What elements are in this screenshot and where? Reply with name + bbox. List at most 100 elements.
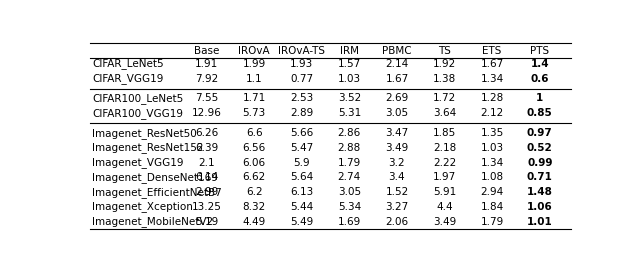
Text: PTS: PTS [530, 45, 549, 55]
Text: TS: TS [438, 45, 451, 55]
Text: 1.48: 1.48 [527, 187, 553, 197]
Text: 3.05: 3.05 [338, 187, 361, 197]
Text: 1.01: 1.01 [527, 217, 553, 227]
Text: Imagenet_DenseNet169: Imagenet_DenseNet169 [92, 172, 218, 183]
Text: 5.44: 5.44 [290, 202, 314, 212]
Text: 5.34: 5.34 [338, 202, 361, 212]
Text: CIFAR100_LeNet5: CIFAR100_LeNet5 [92, 93, 184, 104]
Text: 2.1: 2.1 [198, 158, 215, 168]
Text: 13.25: 13.25 [191, 202, 221, 212]
Text: 3.49: 3.49 [385, 143, 408, 153]
Text: 1.03: 1.03 [481, 143, 504, 153]
Text: CIFAR100_VGG19: CIFAR100_VGG19 [92, 108, 184, 119]
Text: Imagenet_ResNet50: Imagenet_ResNet50 [92, 128, 197, 139]
Text: 1.08: 1.08 [481, 173, 504, 183]
Text: 3.52: 3.52 [338, 93, 361, 103]
Text: 1.1: 1.1 [246, 74, 262, 84]
Text: 1.97: 1.97 [433, 173, 456, 183]
Text: 1.67: 1.67 [385, 74, 408, 84]
Text: 6.13: 6.13 [290, 187, 314, 197]
Text: IROvA: IROvA [238, 45, 270, 55]
Text: 2.53: 2.53 [290, 93, 314, 103]
Text: 1.71: 1.71 [243, 93, 266, 103]
Text: 2.69: 2.69 [385, 93, 408, 103]
Text: 7.92: 7.92 [195, 74, 218, 84]
Text: 6.06: 6.06 [243, 158, 266, 168]
Text: 1.69: 1.69 [338, 217, 361, 227]
Text: 0.71: 0.71 [527, 173, 553, 183]
Text: 1.99: 1.99 [243, 59, 266, 69]
Text: 1: 1 [536, 93, 543, 103]
Text: 0.97: 0.97 [527, 128, 553, 138]
Text: 2.74: 2.74 [338, 173, 361, 183]
Text: Base: Base [194, 45, 219, 55]
Text: 12.96: 12.96 [191, 108, 221, 118]
Text: 1.67: 1.67 [481, 59, 504, 69]
Text: 2.99: 2.99 [195, 187, 218, 197]
Text: 6.56: 6.56 [243, 143, 266, 153]
Text: 1.79: 1.79 [481, 217, 504, 227]
Text: 1.79: 1.79 [338, 158, 361, 168]
Text: 3.47: 3.47 [385, 128, 408, 138]
Text: Imagenet_MobileNetV2: Imagenet_MobileNetV2 [92, 216, 214, 227]
Text: 3.2: 3.2 [388, 158, 405, 168]
Text: Imagenet_Xception: Imagenet_Xception [92, 201, 193, 213]
Text: Imagenet_VGG19: Imagenet_VGG19 [92, 157, 184, 168]
Text: 2.14: 2.14 [385, 59, 408, 69]
Text: 1.92: 1.92 [433, 59, 456, 69]
Text: 3.05: 3.05 [385, 108, 408, 118]
Text: 0.77: 0.77 [290, 74, 313, 84]
Text: 1.4: 1.4 [531, 59, 549, 69]
Text: 1.91: 1.91 [195, 59, 218, 69]
Text: 4.49: 4.49 [243, 217, 266, 227]
Text: 2.12: 2.12 [481, 108, 504, 118]
Text: 2.89: 2.89 [290, 108, 314, 118]
Text: 1.57: 1.57 [338, 59, 361, 69]
Text: 6.62: 6.62 [243, 173, 266, 183]
Text: 6.26: 6.26 [195, 128, 218, 138]
Text: ETS: ETS [483, 45, 502, 55]
Text: 2.86: 2.86 [338, 128, 361, 138]
Text: 2.06: 2.06 [385, 217, 408, 227]
Text: 1.03: 1.03 [338, 74, 361, 84]
Text: 1.06: 1.06 [527, 202, 553, 212]
Text: 5.47: 5.47 [290, 143, 314, 153]
Text: PBMC: PBMC [382, 45, 412, 55]
Text: 1.93: 1.93 [290, 59, 314, 69]
Text: 5.49: 5.49 [290, 217, 314, 227]
Text: CIFAR_LeNet5: CIFAR_LeNet5 [92, 58, 164, 69]
Text: 5.19: 5.19 [195, 217, 218, 227]
Text: Imagenet_ResNet152: Imagenet_ResNet152 [92, 143, 204, 153]
Text: 6.6: 6.6 [246, 128, 262, 138]
Text: 8.32: 8.32 [243, 202, 266, 212]
Text: 0.6: 0.6 [531, 74, 549, 84]
Text: 5.64: 5.64 [290, 173, 314, 183]
Text: 1.35: 1.35 [481, 128, 504, 138]
Text: 3.27: 3.27 [385, 202, 408, 212]
Text: 5.66: 5.66 [290, 128, 314, 138]
Text: 2.18: 2.18 [433, 143, 456, 153]
Text: 0.85: 0.85 [527, 108, 553, 118]
Text: 5.91: 5.91 [433, 187, 456, 197]
Text: CIFAR_VGG19: CIFAR_VGG19 [92, 73, 164, 84]
Text: 0.52: 0.52 [527, 143, 553, 153]
Text: 2.94: 2.94 [481, 187, 504, 197]
Text: 1.38: 1.38 [433, 74, 456, 84]
Text: IROvA-TS: IROvA-TS [278, 45, 325, 55]
Text: 1.52: 1.52 [385, 187, 408, 197]
Text: 1.85: 1.85 [433, 128, 456, 138]
Text: 2.22: 2.22 [433, 158, 456, 168]
Text: 2.88: 2.88 [338, 143, 361, 153]
Text: 4.4: 4.4 [436, 202, 453, 212]
Text: 1.34: 1.34 [481, 74, 504, 84]
Text: IRM: IRM [340, 45, 359, 55]
Text: 6.14: 6.14 [195, 173, 218, 183]
Text: 6.39: 6.39 [195, 143, 218, 153]
Text: 0.99: 0.99 [527, 158, 552, 168]
Text: 5.73: 5.73 [243, 108, 266, 118]
Text: 3.64: 3.64 [433, 108, 456, 118]
Text: 1.34: 1.34 [481, 158, 504, 168]
Text: 7.55: 7.55 [195, 93, 218, 103]
Text: Imagenet_EfficientNetB7: Imagenet_EfficientNetB7 [92, 187, 222, 198]
Text: 3.4: 3.4 [388, 173, 405, 183]
